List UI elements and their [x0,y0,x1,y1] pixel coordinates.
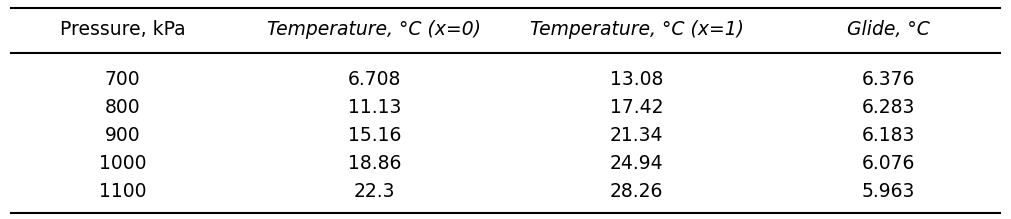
Text: 11.13: 11.13 [348,98,401,117]
Text: 17.42: 17.42 [610,98,663,117]
Text: 15.16: 15.16 [348,126,401,145]
Text: 800: 800 [104,98,141,117]
Text: 1100: 1100 [99,182,147,201]
Text: Temperature, °C (x=0): Temperature, °C (x=0) [268,20,481,39]
Text: 6.708: 6.708 [348,70,401,89]
Text: 700: 700 [104,70,141,89]
Text: 24.94: 24.94 [610,154,663,173]
Text: Pressure, kPa: Pressure, kPa [60,20,185,39]
Text: 6.283: 6.283 [862,98,915,117]
Text: 6.076: 6.076 [862,154,915,173]
Text: 6.376: 6.376 [862,70,915,89]
Text: Glide, °C: Glide, °C [847,20,930,39]
Text: 28.26: 28.26 [610,182,663,201]
Text: 21.34: 21.34 [610,126,663,145]
Text: 13.08: 13.08 [610,70,663,89]
Text: 18.86: 18.86 [348,154,401,173]
Text: Temperature, °C (x=1): Temperature, °C (x=1) [530,20,743,39]
Text: 22.3: 22.3 [354,182,395,201]
Text: 6.183: 6.183 [862,126,915,145]
Text: 900: 900 [104,126,141,145]
Text: 5.963: 5.963 [862,182,915,201]
Text: 1000: 1000 [99,154,147,173]
